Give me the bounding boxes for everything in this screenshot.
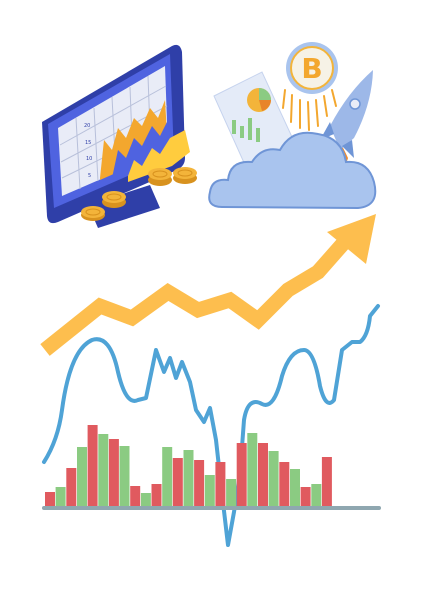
tick-label-20: 20 <box>84 123 90 129</box>
crypto-cloud-group: B <box>208 42 377 210</box>
pie-chart-icon <box>247 88 271 112</box>
bitcoin-coin: B <box>286 42 338 94</box>
coin-stack-group <box>81 167 197 221</box>
volume-bar-down <box>236 443 247 506</box>
screen-tick-labels: 20 15 10 5 <box>84 123 92 179</box>
gold-coin <box>148 168 172 186</box>
volume-bar-up <box>55 487 66 506</box>
monitor-stand <box>88 185 160 228</box>
volume-bar-up <box>162 447 173 506</box>
volume-bar-up <box>140 493 151 506</box>
volume-bar-down <box>130 486 141 506</box>
volume-bar-down <box>300 487 311 506</box>
volume-bar-up <box>204 475 215 506</box>
cloud-shape <box>208 131 377 210</box>
volume-bar-down <box>172 458 183 506</box>
volume-bar-up <box>311 484 322 506</box>
volume-bar-down <box>258 443 268 506</box>
gold-coin <box>173 167 197 184</box>
gold-coin <box>81 206 105 221</box>
screen-area-yellow <box>128 130 190 182</box>
bitcoin-symbol: B <box>301 52 322 85</box>
volume-bar-down <box>66 468 77 506</box>
volume-bar-up <box>98 434 109 506</box>
mini-bar-chart-icon <box>232 118 260 142</box>
gold-coin <box>102 191 126 208</box>
volume-bar-up <box>77 447 87 506</box>
tick-label-5: 5 <box>88 173 91 179</box>
volume-bar-up <box>247 433 258 506</box>
screen-area-blue <box>112 120 172 182</box>
volume-bars <box>45 425 332 506</box>
growth-arrow-head <box>327 214 376 264</box>
volume-bar-up <box>268 451 279 506</box>
volume-bar-down <box>321 457 332 506</box>
volume-bar-up <box>290 469 300 506</box>
volume-bar-down <box>151 484 162 506</box>
monitor-screen <box>58 66 168 196</box>
volume-bar-down <box>45 492 55 506</box>
volume-bar-down <box>108 439 119 506</box>
tick-label-15: 15 <box>85 140 91 146</box>
volume-bar-up <box>183 450 194 506</box>
volume-bar-down <box>279 462 290 506</box>
tick-label-10: 10 <box>86 156 92 162</box>
growth-arrow <box>40 214 376 356</box>
volume-bar-down <box>215 462 226 506</box>
coin-rays <box>282 89 337 131</box>
volume-bar-up <box>119 446 130 506</box>
volume-bar-up <box>226 479 237 506</box>
volume-bar-down <box>194 460 205 506</box>
volume-bar-down <box>87 425 98 506</box>
growth-arrow-line <box>40 233 354 356</box>
price-line <box>42 304 380 547</box>
